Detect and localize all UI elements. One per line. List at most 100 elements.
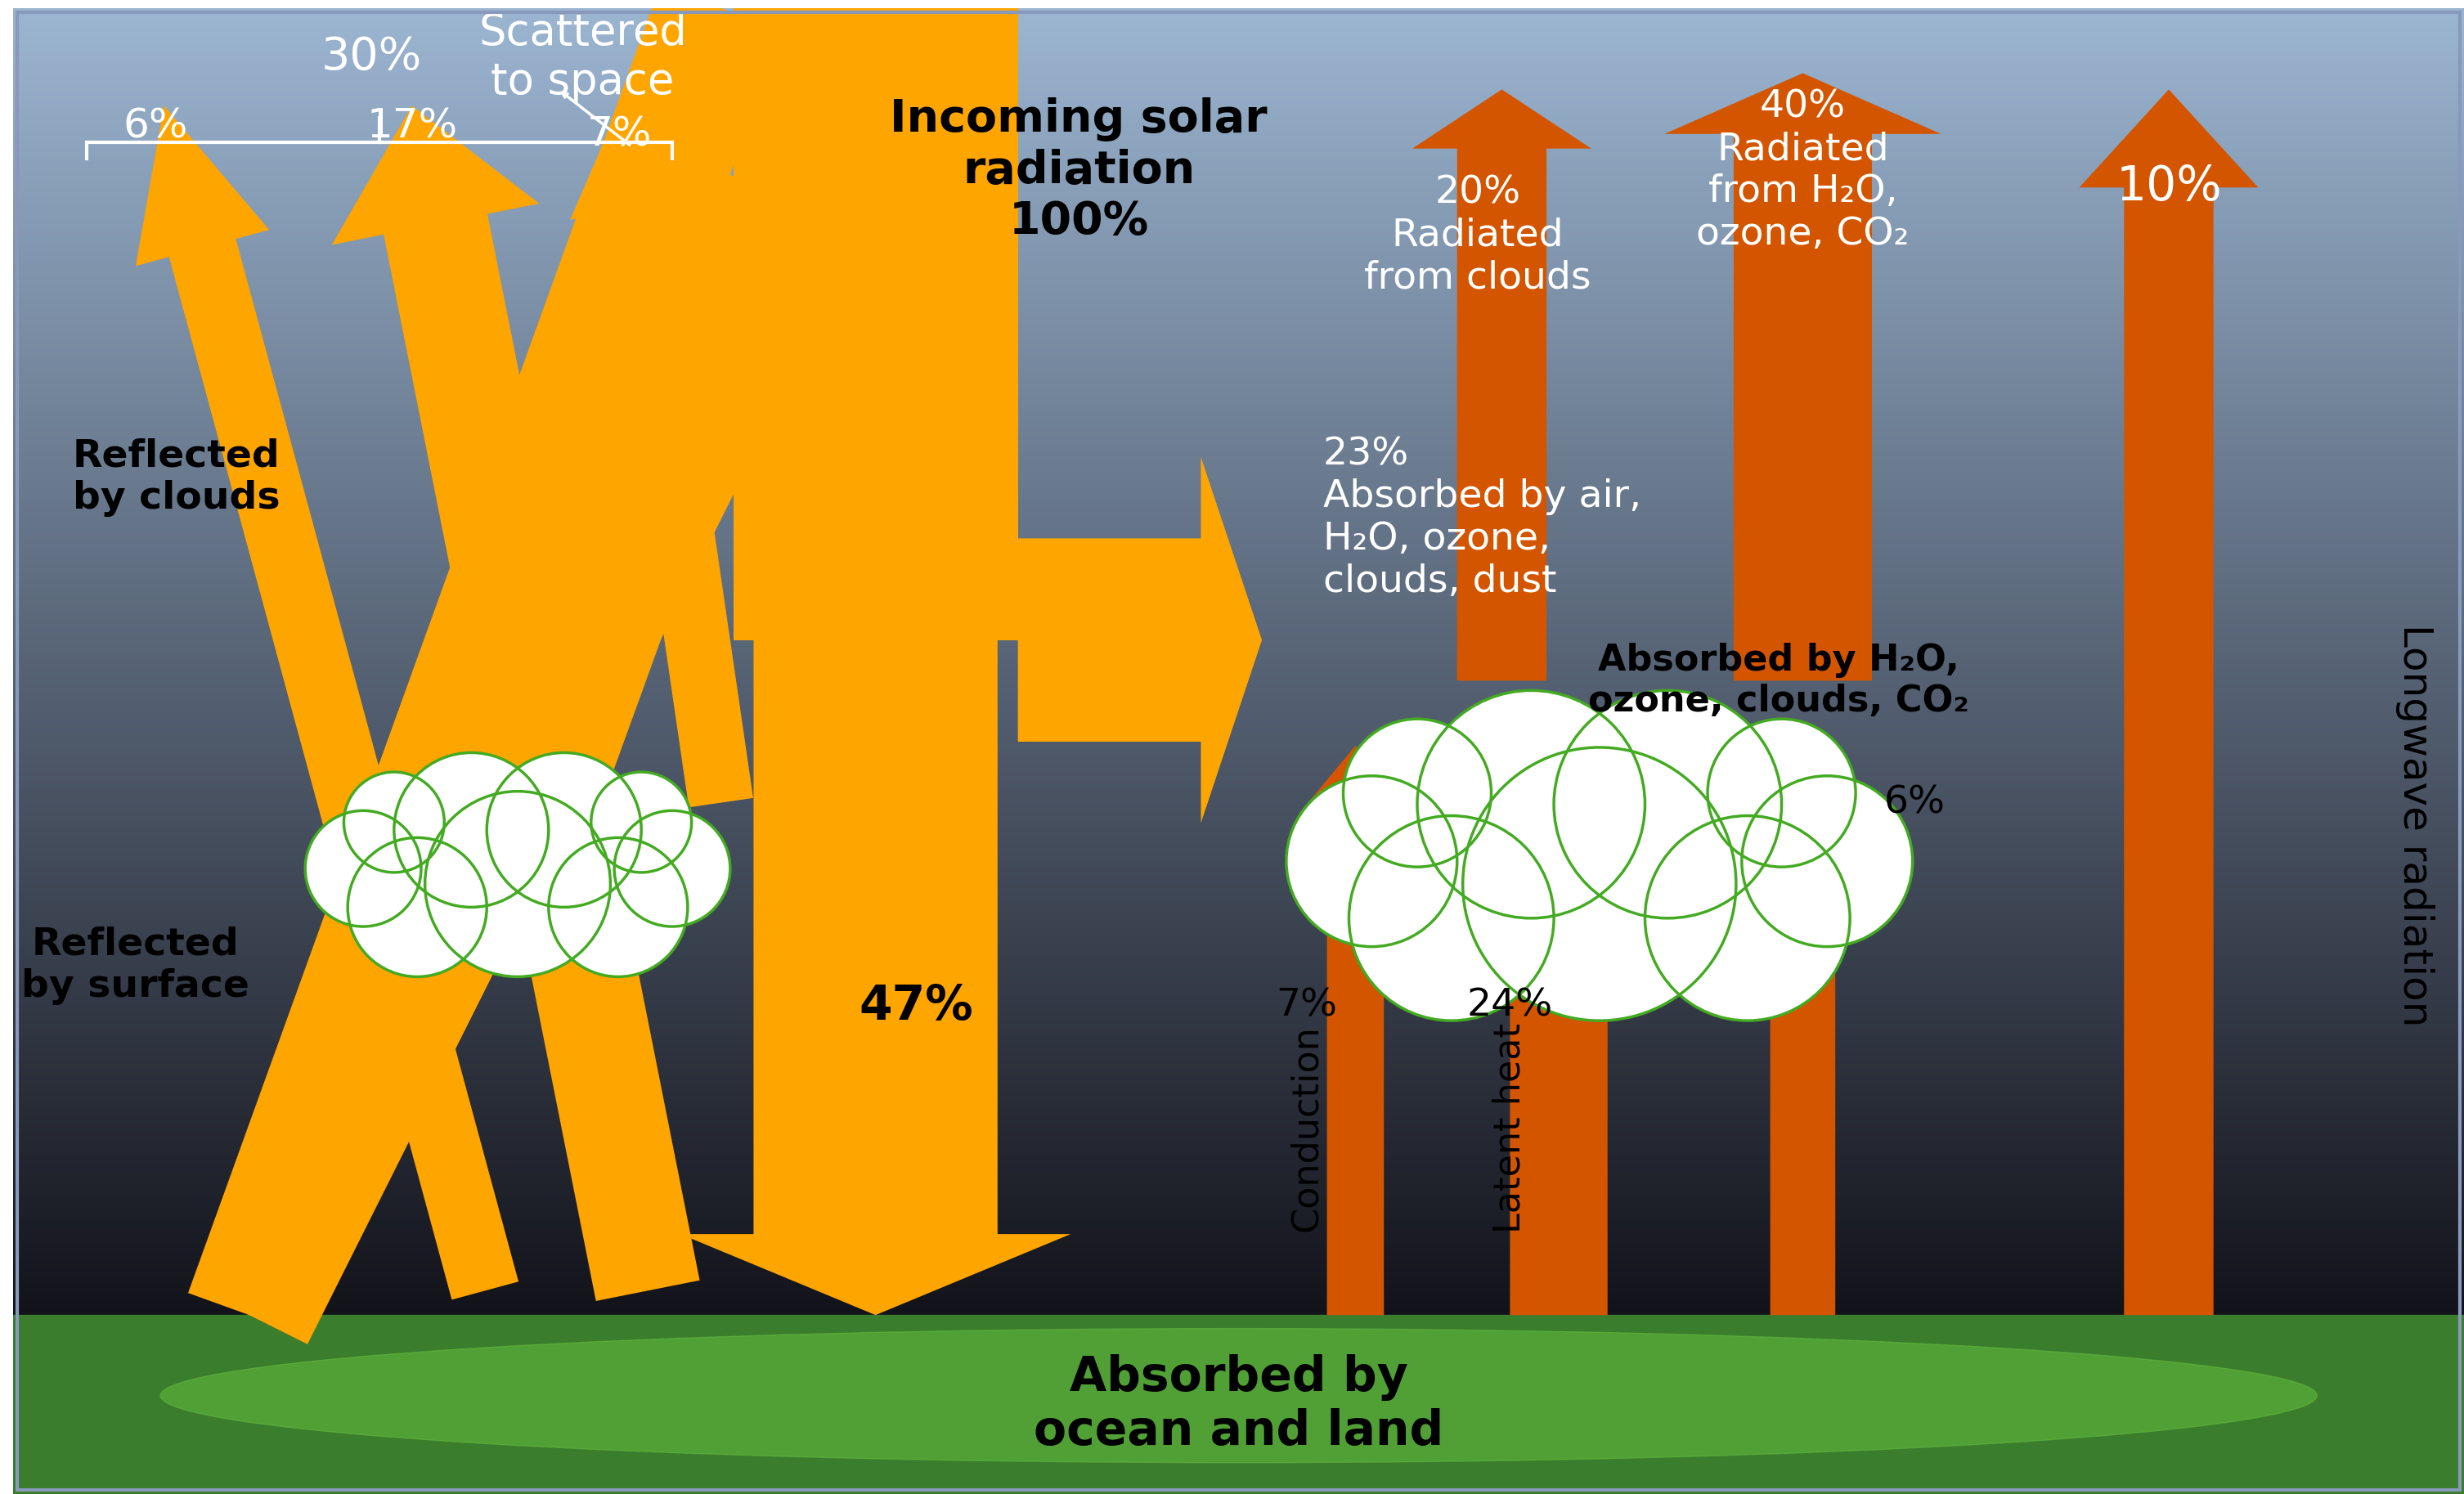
Bar <box>12 701 2464 705</box>
Bar <box>12 1083 2464 1089</box>
Bar <box>12 21 2464 25</box>
Bar <box>12 1074 2464 1080</box>
Bar <box>12 1267 2464 1271</box>
Bar <box>12 996 2464 1001</box>
Polygon shape <box>498 239 764 856</box>
Bar <box>12 185 2464 191</box>
Bar <box>12 853 2464 858</box>
Bar <box>12 317 2464 321</box>
Bar <box>12 465 2464 471</box>
Bar <box>12 399 2464 405</box>
Bar <box>12 230 2464 235</box>
Bar <box>12 870 2464 875</box>
Bar <box>12 713 2464 719</box>
Bar <box>12 765 2464 771</box>
Bar <box>12 874 2464 880</box>
Circle shape <box>1742 775 1912 947</box>
Bar <box>12 137 2464 143</box>
Bar <box>12 953 2464 958</box>
Bar <box>12 142 2464 148</box>
Bar <box>12 474 2464 478</box>
Bar <box>12 878 2464 884</box>
Bar <box>12 394 2464 400</box>
Bar <box>12 1126 2464 1132</box>
Bar <box>12 212 2464 217</box>
Bar <box>12 1174 2464 1180</box>
Circle shape <box>1464 747 1737 1020</box>
Bar <box>12 639 2464 644</box>
Bar <box>12 190 2464 196</box>
Bar <box>12 1005 2464 1010</box>
Bar <box>12 1131 2464 1137</box>
Bar <box>12 356 2464 362</box>
Bar <box>12 530 2464 535</box>
Polygon shape <box>1461 746 1656 1315</box>
Bar <box>12 130 2464 134</box>
Bar <box>12 744 2464 748</box>
Bar <box>12 826 2464 832</box>
Bar <box>12 255 2464 261</box>
Bar <box>12 1240 2464 1246</box>
Bar <box>12 717 2464 723</box>
Circle shape <box>347 838 488 977</box>
Bar <box>12 669 2464 675</box>
Bar <box>12 1115 2464 1119</box>
Bar <box>12 596 2464 601</box>
Bar <box>12 861 2464 867</box>
Bar <box>12 78 2464 82</box>
Bar <box>12 970 2464 976</box>
Bar <box>12 926 2464 932</box>
Polygon shape <box>192 345 779 1345</box>
Bar <box>12 1040 2464 1044</box>
Bar <box>12 235 2464 239</box>
Text: Absorbed by H₂O,
ozone, clouds, CO₂: Absorbed by H₂O, ozone, clouds, CO₂ <box>1587 642 1969 719</box>
Bar <box>12 273 2464 278</box>
Bar <box>12 199 2464 205</box>
Bar <box>12 692 2464 696</box>
Bar <box>12 108 2464 112</box>
Bar <box>12 164 2464 169</box>
Bar <box>12 94 2464 100</box>
Bar <box>12 1118 2464 1123</box>
Bar <box>12 1101 2464 1106</box>
Bar <box>12 308 2464 314</box>
Bar <box>12 935 2464 940</box>
Bar <box>12 551 2464 557</box>
Bar <box>12 913 2464 919</box>
Bar <box>12 1258 2464 1262</box>
Bar <box>12 535 2464 539</box>
Bar <box>12 678 2464 683</box>
Bar <box>12 1315 2464 1494</box>
Polygon shape <box>734 7 1018 639</box>
Bar <box>12 774 2464 780</box>
Bar <box>12 858 2464 862</box>
Bar <box>12 1022 2464 1028</box>
Bar <box>12 831 2464 835</box>
Bar <box>12 574 2464 578</box>
Bar <box>12 1310 2464 1315</box>
Bar <box>12 81 2464 87</box>
Bar <box>12 1219 2464 1224</box>
Bar <box>12 439 2464 444</box>
Bar <box>12 1222 2464 1228</box>
Bar <box>12 1183 2464 1189</box>
Bar <box>12 430 2464 435</box>
Bar <box>12 656 2464 662</box>
Bar <box>12 796 2464 801</box>
Bar <box>12 1188 2464 1194</box>
Bar <box>12 1088 2464 1094</box>
Bar <box>12 503 2464 509</box>
Bar <box>12 412 2464 418</box>
Bar <box>12 1283 2464 1289</box>
Bar <box>12 42 2464 48</box>
Bar <box>12 922 2464 928</box>
Bar <box>12 1301 2464 1306</box>
Bar <box>12 483 2464 487</box>
Polygon shape <box>187 0 781 1337</box>
Bar <box>12 403 2464 409</box>
Bar <box>12 342 2464 348</box>
Bar <box>12 708 2464 714</box>
Bar <box>12 390 2464 396</box>
Bar <box>12 28 2464 34</box>
Bar <box>12 887 2464 892</box>
